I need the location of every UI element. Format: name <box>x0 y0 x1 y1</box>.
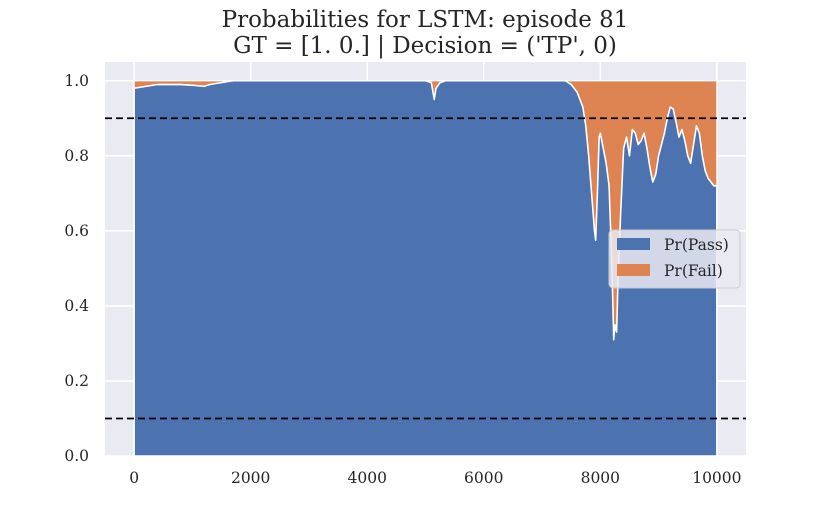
y-tick-label: 1.0 <box>64 72 89 90</box>
legend-label: Pr(Fail) <box>664 262 723 280</box>
x-tick-label: 8000 <box>581 469 620 487</box>
area-pr-pass <box>133 79 718 457</box>
chart-title: Probabilities for LSTM: episode 81 <box>222 7 629 33</box>
y-axis: 0.0 0.2 0.4 0.6 0.8 1.0 <box>64 72 89 465</box>
x-tick-label: 6000 <box>464 469 503 487</box>
y-tick-label: 0.8 <box>64 147 89 165</box>
y-tick-label: 0.2 <box>64 372 89 390</box>
x-tick-label: 0 <box>129 469 139 487</box>
x-tick-label: 4000 <box>348 469 387 487</box>
y-tick-label: 0.4 <box>64 297 89 315</box>
legend: Pr(Pass) Pr(Fail) <box>608 229 741 289</box>
legend-label: Pr(Pass) <box>664 236 729 254</box>
legend-swatch <box>617 264 650 276</box>
y-tick-label: 0.6 <box>64 222 89 240</box>
chart-subtitle: GT = [1. 0.] | Decision = ('TP', 0) <box>233 33 617 59</box>
y-tick-label: 0.0 <box>64 447 89 465</box>
legend-swatch <box>617 238 650 250</box>
x-tick-label: 2000 <box>231 469 270 487</box>
x-axis: 0 2000 4000 6000 8000 10000 <box>129 469 741 487</box>
x-tick-label: 10000 <box>692 469 741 487</box>
